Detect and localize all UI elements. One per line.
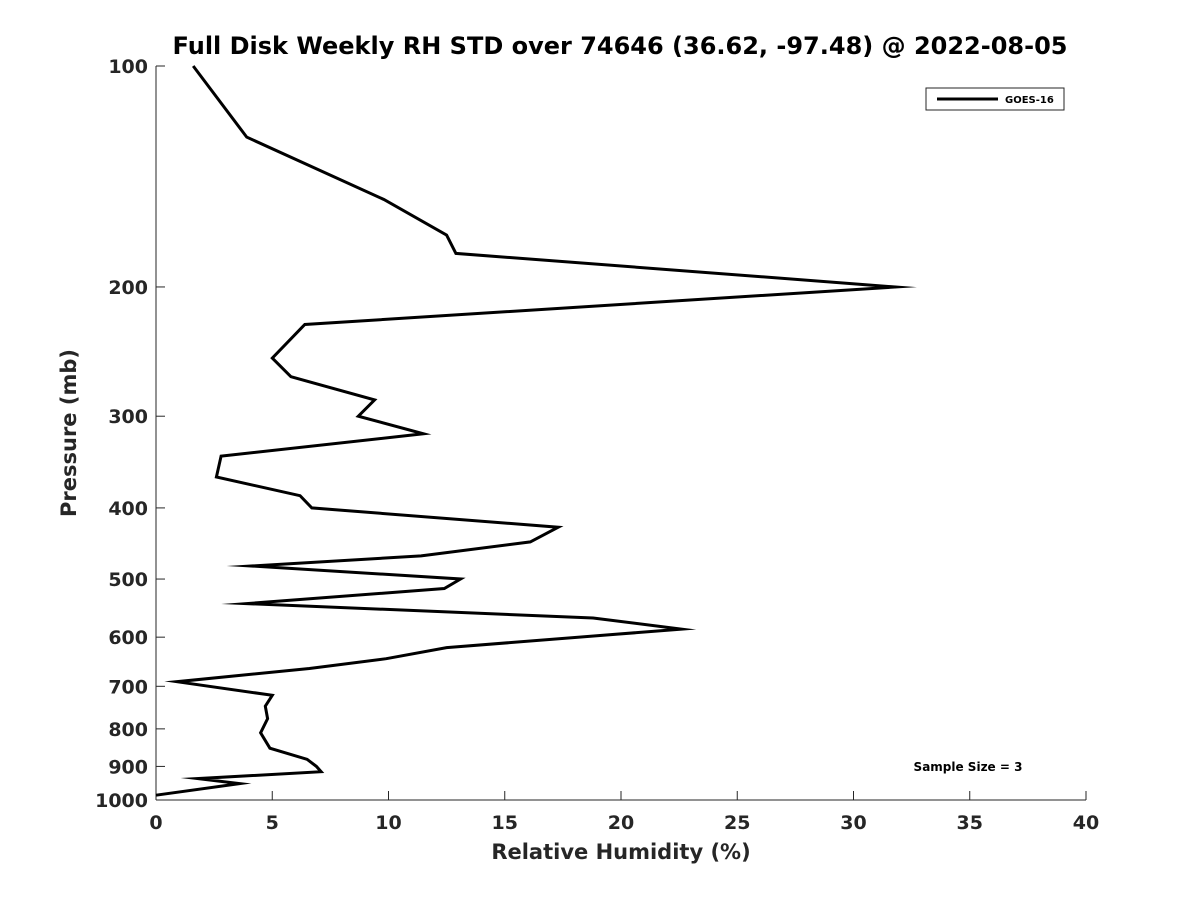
x-tick-label: 0	[149, 812, 162, 834]
y-tick-label: 800	[108, 719, 148, 741]
x-tick-label: 30	[840, 812, 866, 834]
x-tick-label: 40	[1073, 812, 1099, 834]
y-tick-label: 100	[108, 56, 148, 78]
y-axis-label: Pressure (mb)	[57, 349, 81, 517]
x-tick-label: 10	[375, 812, 401, 834]
y-tick-label: 900	[108, 756, 148, 778]
y-tick-label: 200	[108, 277, 148, 299]
chart-title: Full Disk Weekly RH STD over 74646 (36.6…	[173, 32, 1068, 60]
y-tick-label: 700	[108, 676, 148, 698]
y-tick-label: 500	[108, 569, 148, 591]
x-tick-label: 5	[266, 812, 279, 834]
y-tick-label: 400	[108, 498, 148, 520]
x-tick-label: 15	[492, 812, 518, 834]
legend: GOES-16	[925, 87, 1065, 111]
x-axis-ticks: 0 5 10 15 20 25 30 35 40	[149, 791, 1099, 834]
x-tick-label: 20	[608, 812, 634, 834]
series-line-goes-16	[155, 65, 917, 797]
x-tick-label: 35	[957, 812, 983, 834]
y-tick-label: 300	[108, 406, 148, 428]
series-layer	[155, 65, 917, 797]
legend-entry-goes-16: GOES-16	[1005, 95, 1054, 106]
y-axis-ticks: 100 200 300 400 500 600 700 800 900 1000	[95, 56, 165, 812]
y-tick-label: 600	[108, 627, 148, 649]
x-tick-label: 25	[724, 812, 750, 834]
x-axis-label: Relative Humidity (%)	[491, 840, 750, 864]
sample-size-annotation: Sample Size = 3	[914, 760, 1023, 774]
y-tick-label: 1000	[95, 790, 148, 812]
